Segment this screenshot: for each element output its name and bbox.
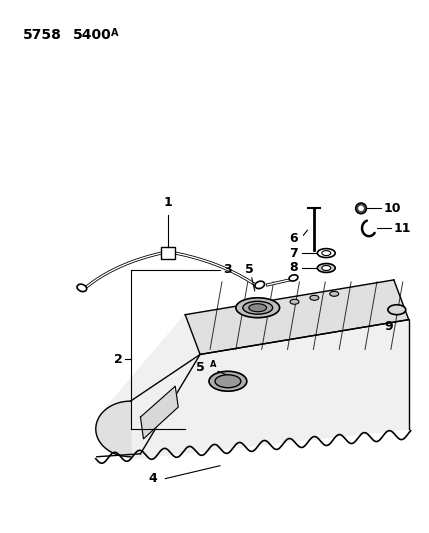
Text: 3: 3 [223,263,232,277]
Ellipse shape [215,375,241,387]
Ellipse shape [317,248,335,257]
Ellipse shape [330,292,338,296]
Ellipse shape [317,263,335,272]
Text: 9: 9 [384,320,393,333]
Polygon shape [185,280,409,354]
Ellipse shape [243,301,272,314]
Text: 5400: 5400 [73,28,112,43]
Ellipse shape [209,372,247,391]
Ellipse shape [236,298,280,318]
Polygon shape [101,280,409,459]
Ellipse shape [77,284,87,292]
Ellipse shape [289,275,298,281]
Text: 5: 5 [245,263,254,276]
Text: 6: 6 [289,232,297,245]
Text: 11: 11 [394,222,411,235]
Text: 2: 2 [114,353,123,366]
Text: 4: 4 [148,472,157,484]
FancyBboxPatch shape [161,247,175,259]
Ellipse shape [290,300,299,304]
Text: A: A [210,360,217,369]
Ellipse shape [322,265,331,270]
Text: 5758: 5758 [23,28,62,43]
Ellipse shape [356,203,366,214]
Polygon shape [96,399,130,459]
Text: 7: 7 [289,247,297,260]
Text: 5: 5 [196,361,205,374]
Text: 10: 10 [384,202,402,215]
Ellipse shape [310,295,319,300]
Ellipse shape [359,206,363,211]
Polygon shape [140,386,178,439]
Text: 8: 8 [289,262,297,274]
Text: A: A [111,28,118,37]
Ellipse shape [388,305,406,314]
Ellipse shape [255,281,265,288]
Ellipse shape [249,304,267,312]
Text: 1: 1 [164,196,173,209]
Ellipse shape [322,251,331,255]
